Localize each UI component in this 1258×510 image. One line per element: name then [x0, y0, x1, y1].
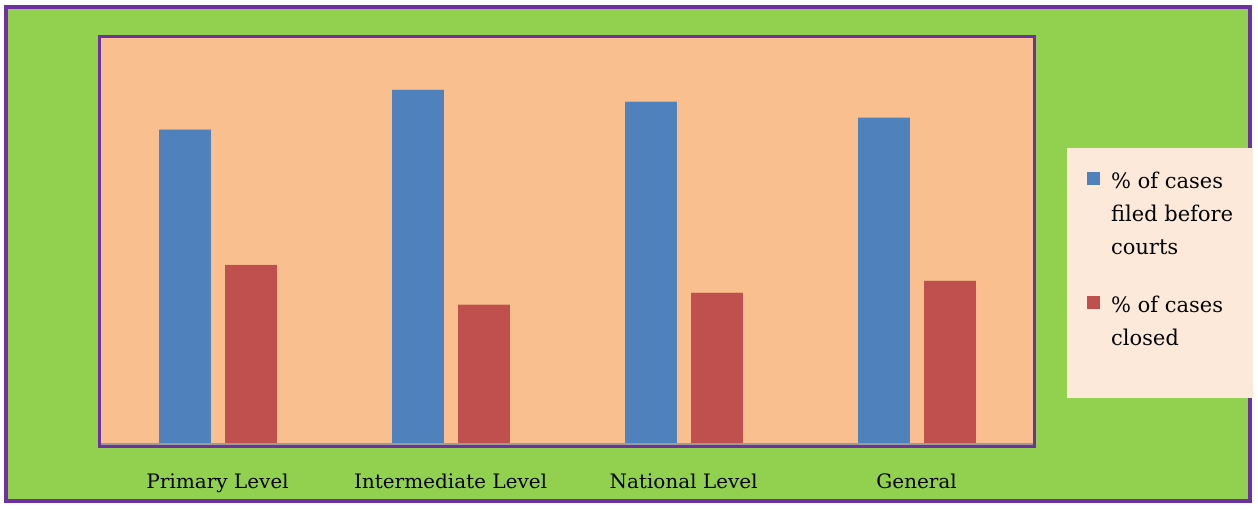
legend-label-filed: % of cases filed before courts — [1111, 169, 1234, 259]
x-tick-label-2: National Level — [609, 469, 757, 493]
bar-filed-3 — [858, 117, 910, 444]
bars-group — [159, 89, 976, 444]
bar-closed-0 — [225, 264, 277, 444]
bar-closed-3 — [924, 280, 976, 444]
x-tick-label-0: Primary Level — [146, 469, 288, 493]
bar-filed-1 — [392, 89, 444, 444]
bar-closed-2 — [691, 292, 743, 444]
bar-closed-1 — [458, 304, 510, 444]
bar-filed-2 — [625, 101, 677, 444]
legend-swatch-closed — [1087, 296, 1100, 309]
legend-swatch-filed — [1087, 172, 1100, 185]
x-tick-labels: Primary Level Intermediate Level National … — [146, 469, 956, 493]
x-tick-label-3: General — [876, 469, 956, 493]
bar-filed-0 — [159, 129, 211, 444]
legend: % of cases filed before courts % of case… — [1067, 148, 1253, 398]
legend-label-closed: % of cases closed — [1111, 293, 1223, 350]
x-tick-label-1: Intermediate Level — [354, 469, 547, 493]
